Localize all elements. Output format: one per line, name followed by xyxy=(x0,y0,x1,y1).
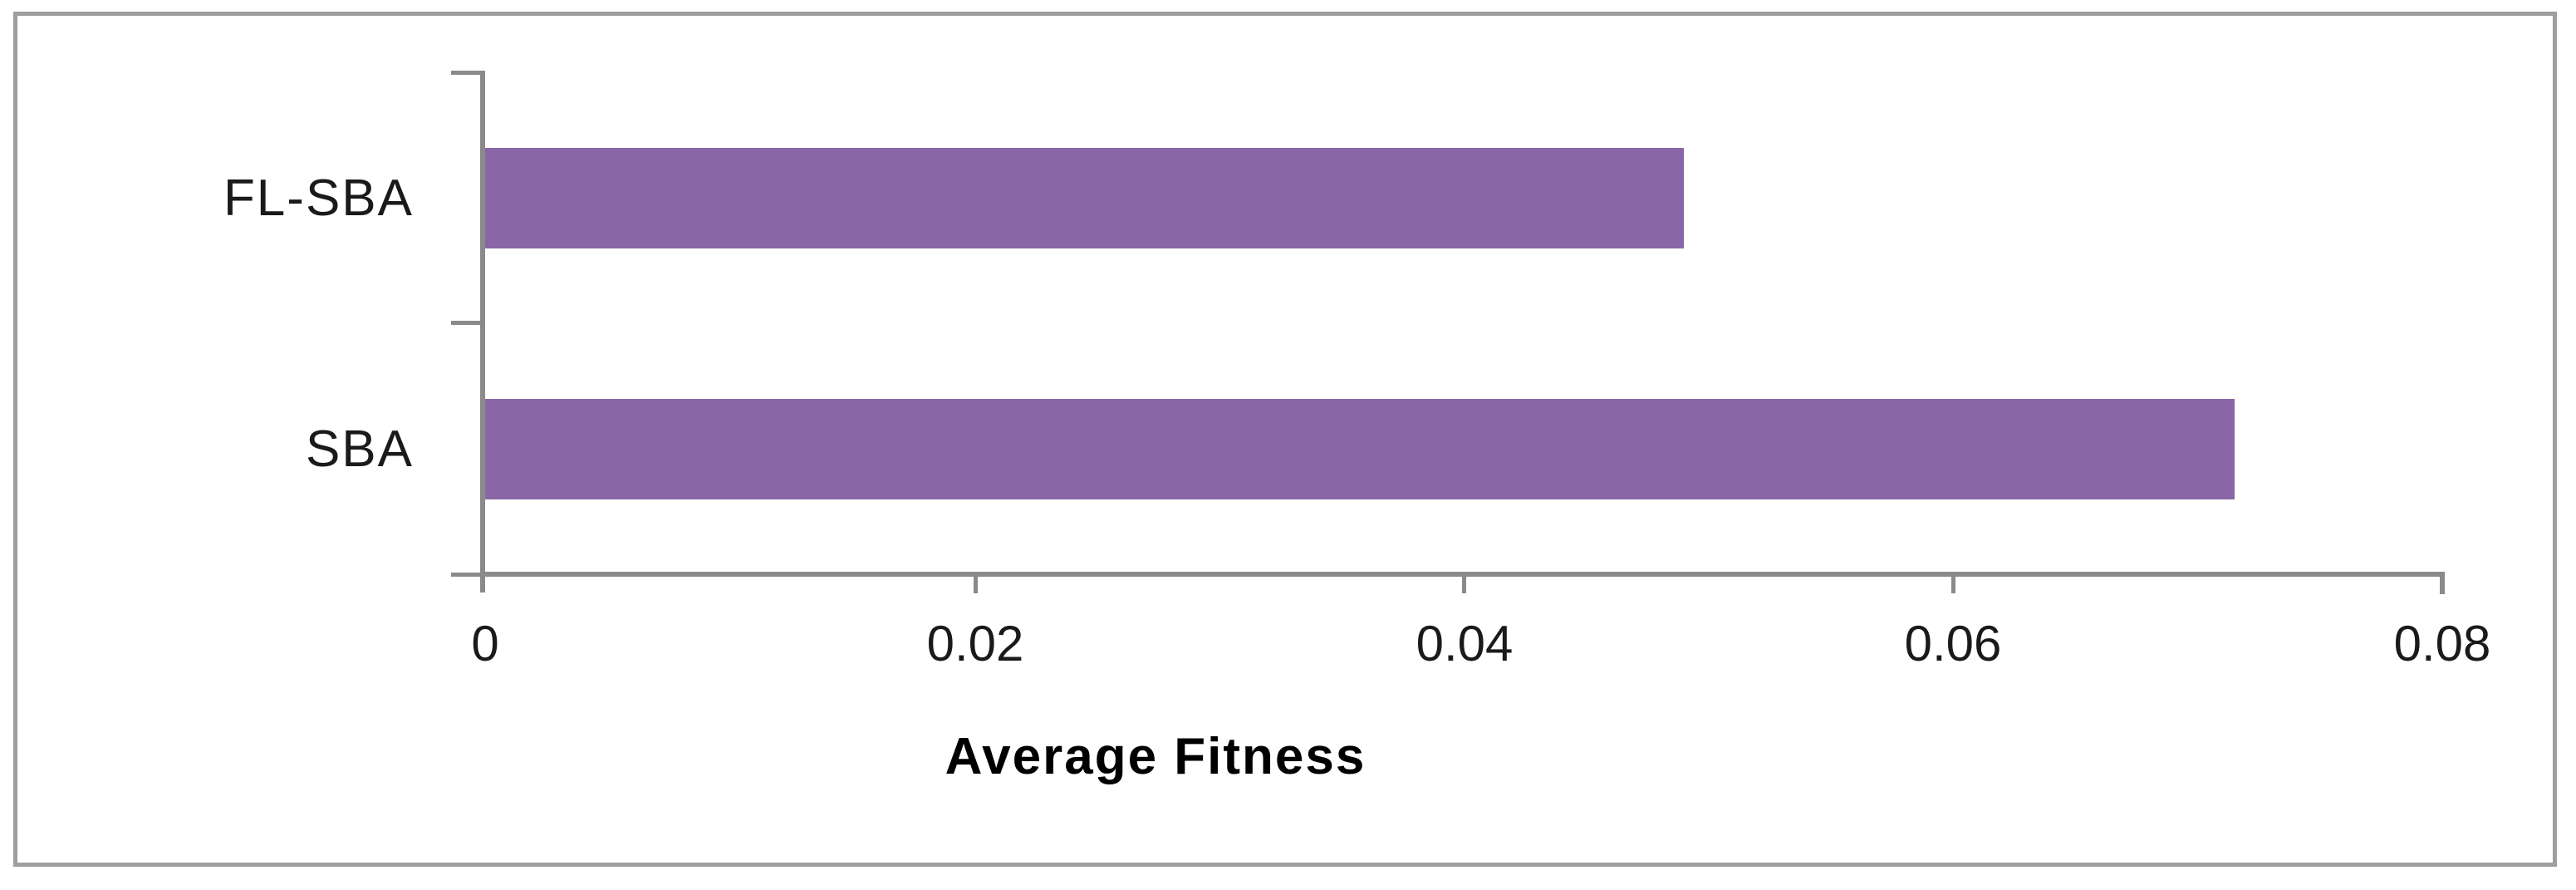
x-tick-label-0: 0 xyxy=(471,616,499,671)
x-axis-tick-008 xyxy=(2440,572,2445,594)
category-boundary-tick-bottom xyxy=(451,573,485,577)
category-boundary-tick-top xyxy=(451,71,485,75)
y-axis xyxy=(480,71,485,593)
category-label-fl-sba: FL-SBA xyxy=(223,170,414,227)
bar-sba xyxy=(485,399,2235,499)
x-tick-label-006: 0.06 xyxy=(1904,616,2002,671)
category-boundary-tick-middle xyxy=(451,321,485,325)
x-axis-tick-002 xyxy=(974,577,978,593)
x-tick-label-008: 0.08 xyxy=(2393,616,2491,671)
x-tick-label-004: 0.04 xyxy=(1416,616,1514,671)
bar-fl-sba xyxy=(485,148,1684,248)
x-axis xyxy=(480,572,2445,577)
category-label-sba: SBA xyxy=(305,420,414,478)
x-axis-tick-006 xyxy=(1951,577,1955,593)
x-axis-title: Average Fitness xyxy=(945,728,1367,785)
x-tick-label-002: 0.02 xyxy=(926,616,1024,671)
x-axis-tick-004 xyxy=(1462,577,1466,593)
